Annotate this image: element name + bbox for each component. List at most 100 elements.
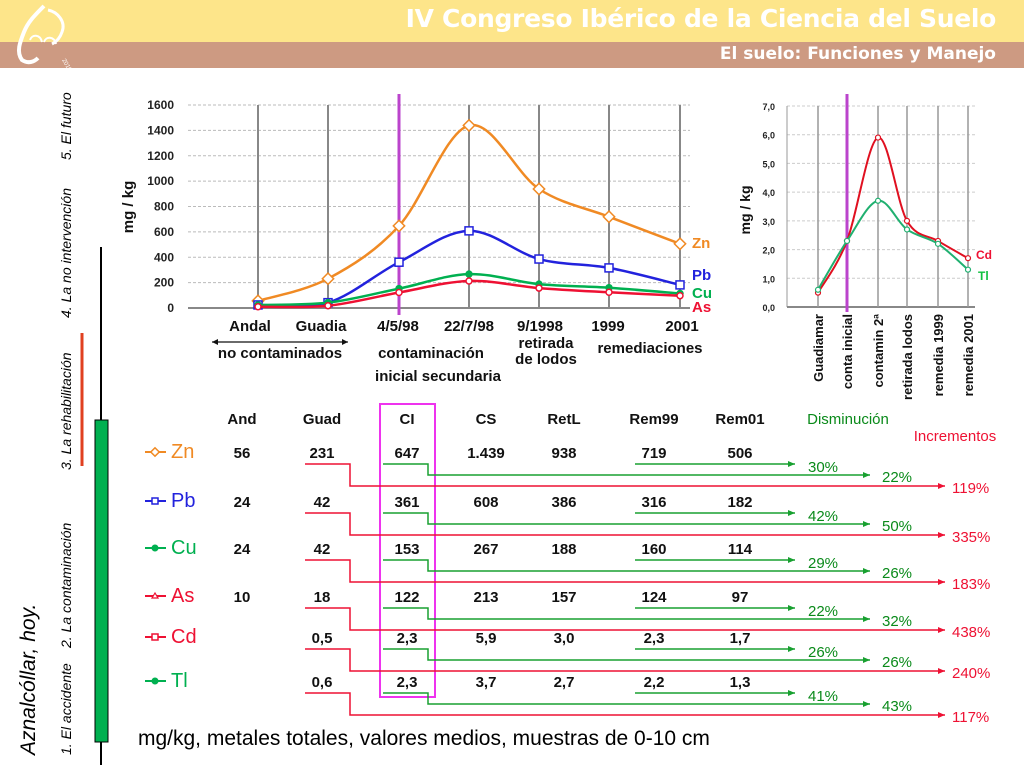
decrease-short-arrowhead — [788, 690, 795, 696]
x-tick-label: Guadia — [296, 318, 348, 335]
increase-arrowhead — [938, 532, 945, 538]
decrease-short-arrowhead — [788, 510, 795, 516]
data-point-tl — [814, 286, 822, 293]
x-tick-label: 4/5/98 — [377, 318, 419, 335]
metal-label-as: As — [171, 585, 194, 607]
decrease-percent-rem99: 22% — [808, 603, 838, 620]
group-label-inicial-secundaria: inicial secundaria — [375, 368, 502, 385]
legend-label-as: As — [692, 299, 711, 316]
increase-header: Incrementos — [914, 428, 997, 445]
table-cell: 3,0 — [554, 630, 575, 647]
y-tick-label: 6,0 — [762, 131, 775, 141]
legend-label-zn: Zn — [692, 235, 710, 252]
decrease-long-arrowhead — [863, 657, 870, 663]
data-point-as — [395, 288, 403, 297]
increase-arrow — [305, 559, 945, 583]
table-cell: 5,9 — [476, 630, 497, 647]
decrease-long-arrowhead — [863, 701, 870, 707]
decrease-short-arrowhead — [788, 646, 795, 652]
data-point-pb — [604, 263, 614, 273]
decrease-short-arrowhead — [788, 557, 795, 563]
data-point-as — [465, 277, 473, 285]
x-tick-label: Andal — [229, 318, 271, 335]
data-point-as — [676, 291, 684, 300]
table-cell: 0,5 — [312, 630, 333, 647]
y-tick-label: 1000 — [147, 174, 174, 188]
table-cell: 267 — [473, 541, 498, 558]
x-tick-label: 1999 — [591, 318, 624, 335]
y-tick-label: 0 — [167, 301, 174, 315]
table-cell: 1,3 — [730, 674, 751, 691]
y-tick-label: 0,0 — [762, 303, 775, 313]
decrease-percent-ci: 26% — [882, 654, 912, 671]
data-point-zn — [392, 219, 406, 233]
x-tick-label: 9/1998 — [517, 318, 563, 335]
decrease-long-arrow — [383, 648, 870, 661]
decrease-percent-ci: 50% — [882, 518, 912, 535]
column-header: And — [227, 411, 256, 428]
table-cell: 1.439 — [467, 445, 505, 462]
decrease-percent-rem99: 30% — [808, 459, 838, 476]
data-point-zn — [321, 271, 335, 286]
data-point-tl — [874, 197, 882, 204]
decrease-percent-ci: 26% — [882, 565, 912, 582]
table-cell: 938 — [551, 445, 576, 462]
data-point-pb — [394, 257, 404, 267]
table-cell: 42 — [314, 541, 331, 558]
y-tick-label: 400 — [154, 250, 174, 264]
logo-year: 2010 — [60, 58, 72, 68]
increase-arrow — [305, 607, 945, 631]
table-cell: 182 — [727, 494, 752, 511]
table-cell: 122 — [394, 589, 419, 606]
table-cell: 1,7 — [730, 630, 751, 647]
decrease-percent-rem99: 41% — [808, 688, 838, 705]
data-point-pb — [675, 280, 685, 290]
congress-subtitle: El suelo: Funciones y Manejo — [719, 44, 996, 64]
y-tick-label: 2,0 — [762, 246, 775, 256]
data-point-as — [324, 301, 332, 310]
y-tick-label: 200 — [154, 276, 174, 290]
table-cell: 2,3 — [397, 674, 418, 691]
increase-arrowhead — [938, 712, 945, 718]
table-cell: 157 — [551, 589, 576, 606]
decrease-long-arrowhead — [863, 616, 870, 622]
data-point-cd — [903, 217, 911, 224]
column-header: RetL — [547, 411, 580, 428]
increase-percent: 240% — [952, 665, 990, 682]
x-tick-label: Guadiamar — [811, 314, 826, 382]
increase-arrowhead — [938, 579, 945, 585]
cd-tl-line-chart: 0,0 1,0 2,0 3,0 4,0 5,0 6,0 7,0 mg / kg Cd Tl Guadi… — [737, 94, 992, 400]
y-tick-label: 600 — [154, 225, 174, 239]
legend-glyph-marker — [149, 446, 161, 458]
y-axis-label: mg / kg — [737, 185, 753, 234]
metals-line-chart: 0 200 400 600 800 1000 1200 1400 1600 mg / kg Zn Pb… — [120, 94, 712, 385]
group-label-retirada: retirada — [518, 335, 574, 352]
table-cell: 2,2 — [644, 674, 665, 691]
decrease-short-arrowhead — [788, 461, 795, 467]
table-cell: 97 — [732, 589, 749, 606]
data-point-tl — [903, 226, 911, 233]
decrease-long-arrow — [383, 512, 870, 525]
decrease-percent-rem99: 26% — [808, 644, 838, 661]
header-band-top — [0, 0, 1024, 42]
data-point-as — [605, 288, 613, 297]
congress-logo: 2010 — [16, 4, 72, 68]
increase-arrow — [305, 648, 945, 672]
metal-label-cu: Cu — [171, 537, 197, 559]
metal-label-cd: Cd — [171, 626, 197, 648]
table-cell: 386 — [551, 494, 576, 511]
decrease-long-arrowhead — [863, 568, 870, 574]
table-cell: 42 — [314, 494, 331, 511]
data-point-as — [254, 302, 262, 311]
x-tick-label: conta inicial — [840, 314, 855, 389]
y-axis-label: mg / kg — [120, 181, 137, 234]
increase-arrowhead — [938, 483, 945, 489]
increase-percent: 117% — [952, 709, 989, 726]
series-line-cd — [817, 136, 969, 294]
decrease-percent-ci: 43% — [882, 698, 912, 715]
legend-label-pb: Pb — [692, 267, 711, 284]
legend-glyph-marker — [150, 591, 160, 599]
data-point-zn — [532, 182, 546, 196]
data-point-pb — [464, 226, 474, 236]
column-header: Rem99 — [629, 411, 678, 428]
